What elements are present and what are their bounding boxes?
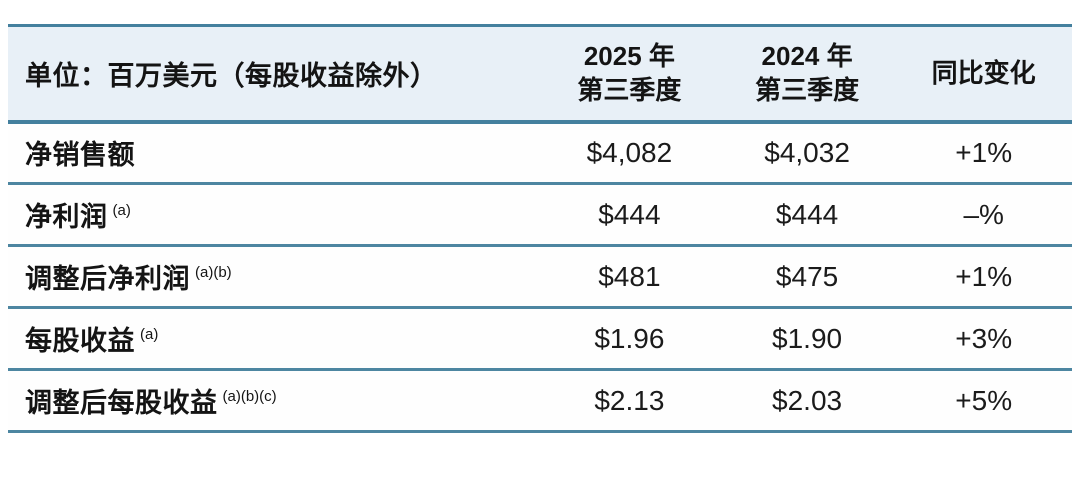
row-label-text: 调整后净利润 bbox=[25, 264, 190, 294]
table-header-row: 单位：百万美元（每股收益除外） 2025 年 第三季度 2024 年 第三季度 … bbox=[8, 25, 1072, 122]
row-label: 调整后净利润 (a)(b) bbox=[8, 246, 540, 308]
column-header-yoy-change: 同比变化 bbox=[931, 58, 1036, 89]
value-yoy-change: +1% bbox=[955, 136, 1013, 168]
row-label-text: 净销售额 bbox=[25, 140, 135, 171]
column-header-2025-q3: 2025 年 第三季度 bbox=[540, 26, 719, 122]
row-label-text: 调整后每股收益 bbox=[25, 388, 218, 418]
value-2025-q3: $4,082 bbox=[586, 136, 673, 168]
value-yoy-change: +3% bbox=[955, 322, 1013, 354]
value-2024-q3: $475 bbox=[775, 260, 839, 292]
table-row-adjusted-net-income: 调整后净利润 (a)(b) $481 $475 +1% bbox=[8, 245, 1072, 308]
value-2025-q3: $481 bbox=[598, 260, 661, 292]
value-yoy-change: +5% bbox=[955, 384, 1013, 416]
row-label: 净销售额 bbox=[8, 122, 540, 184]
row-label: 每股收益 (a) bbox=[8, 308, 540, 370]
footnote-marker: (a) bbox=[112, 202, 131, 219]
value-2024-q3: $4,032 bbox=[764, 136, 850, 168]
table-row-eps: 每股收益 (a) $1.96 $1.90 +3% bbox=[8, 307, 1072, 370]
footnote-marker: (a)(b) bbox=[195, 264, 232, 281]
column-header-2025-q3-quarter: 第三季度 bbox=[577, 75, 682, 106]
row-label-text: 每股收益 bbox=[25, 326, 135, 356]
row-label: 调整后每股收益 (a)(b)(c) bbox=[8, 370, 540, 432]
table-row-adjusted-eps: 调整后每股收益 (a)(b)(c) $2.13 $2.03 +5% bbox=[8, 369, 1072, 432]
column-header-2024-q3-quarter: 第三季度 bbox=[755, 75, 860, 106]
quarterly-results-table: 单位：百万美元（每股收益除外） 2025 年 第三季度 2024 年 第三季度 … bbox=[8, 24, 1072, 433]
table-row-net-income: 净利润 (a) $444 $444 –% bbox=[8, 183, 1072, 246]
footnote-marker: (a)(b)(c) bbox=[222, 388, 277, 405]
column-header-2025-q3-year: 2025 年 bbox=[583, 41, 675, 72]
row-label: 净利润 (a) bbox=[8, 184, 540, 246]
footnote-marker: (a) bbox=[140, 326, 159, 343]
row-label-text: 净利润 bbox=[25, 202, 108, 232]
table-row-net-sales: 净销售额 $4,082 $4,032 +1% bbox=[8, 121, 1072, 184]
value-yoy-change: +1% bbox=[955, 260, 1013, 292]
column-header-2024-q3-year: 2024 年 bbox=[761, 41, 853, 72]
column-header-2024-q3: 2024 年 第三季度 bbox=[719, 26, 896, 122]
value-2024-q3: $444 bbox=[775, 198, 839, 230]
value-2024-q3: $1.90 bbox=[772, 322, 843, 354]
value-2025-q3: $444 bbox=[598, 198, 661, 230]
value-2025-q3: $2.13 bbox=[594, 384, 665, 416]
value-yoy-change: –% bbox=[963, 198, 1004, 230]
unit-label: 单位：百万美元（每股收益除外） bbox=[25, 60, 438, 91]
value-2024-q3: $2.03 bbox=[772, 384, 843, 416]
value-2025-q3: $1.96 bbox=[594, 322, 665, 354]
